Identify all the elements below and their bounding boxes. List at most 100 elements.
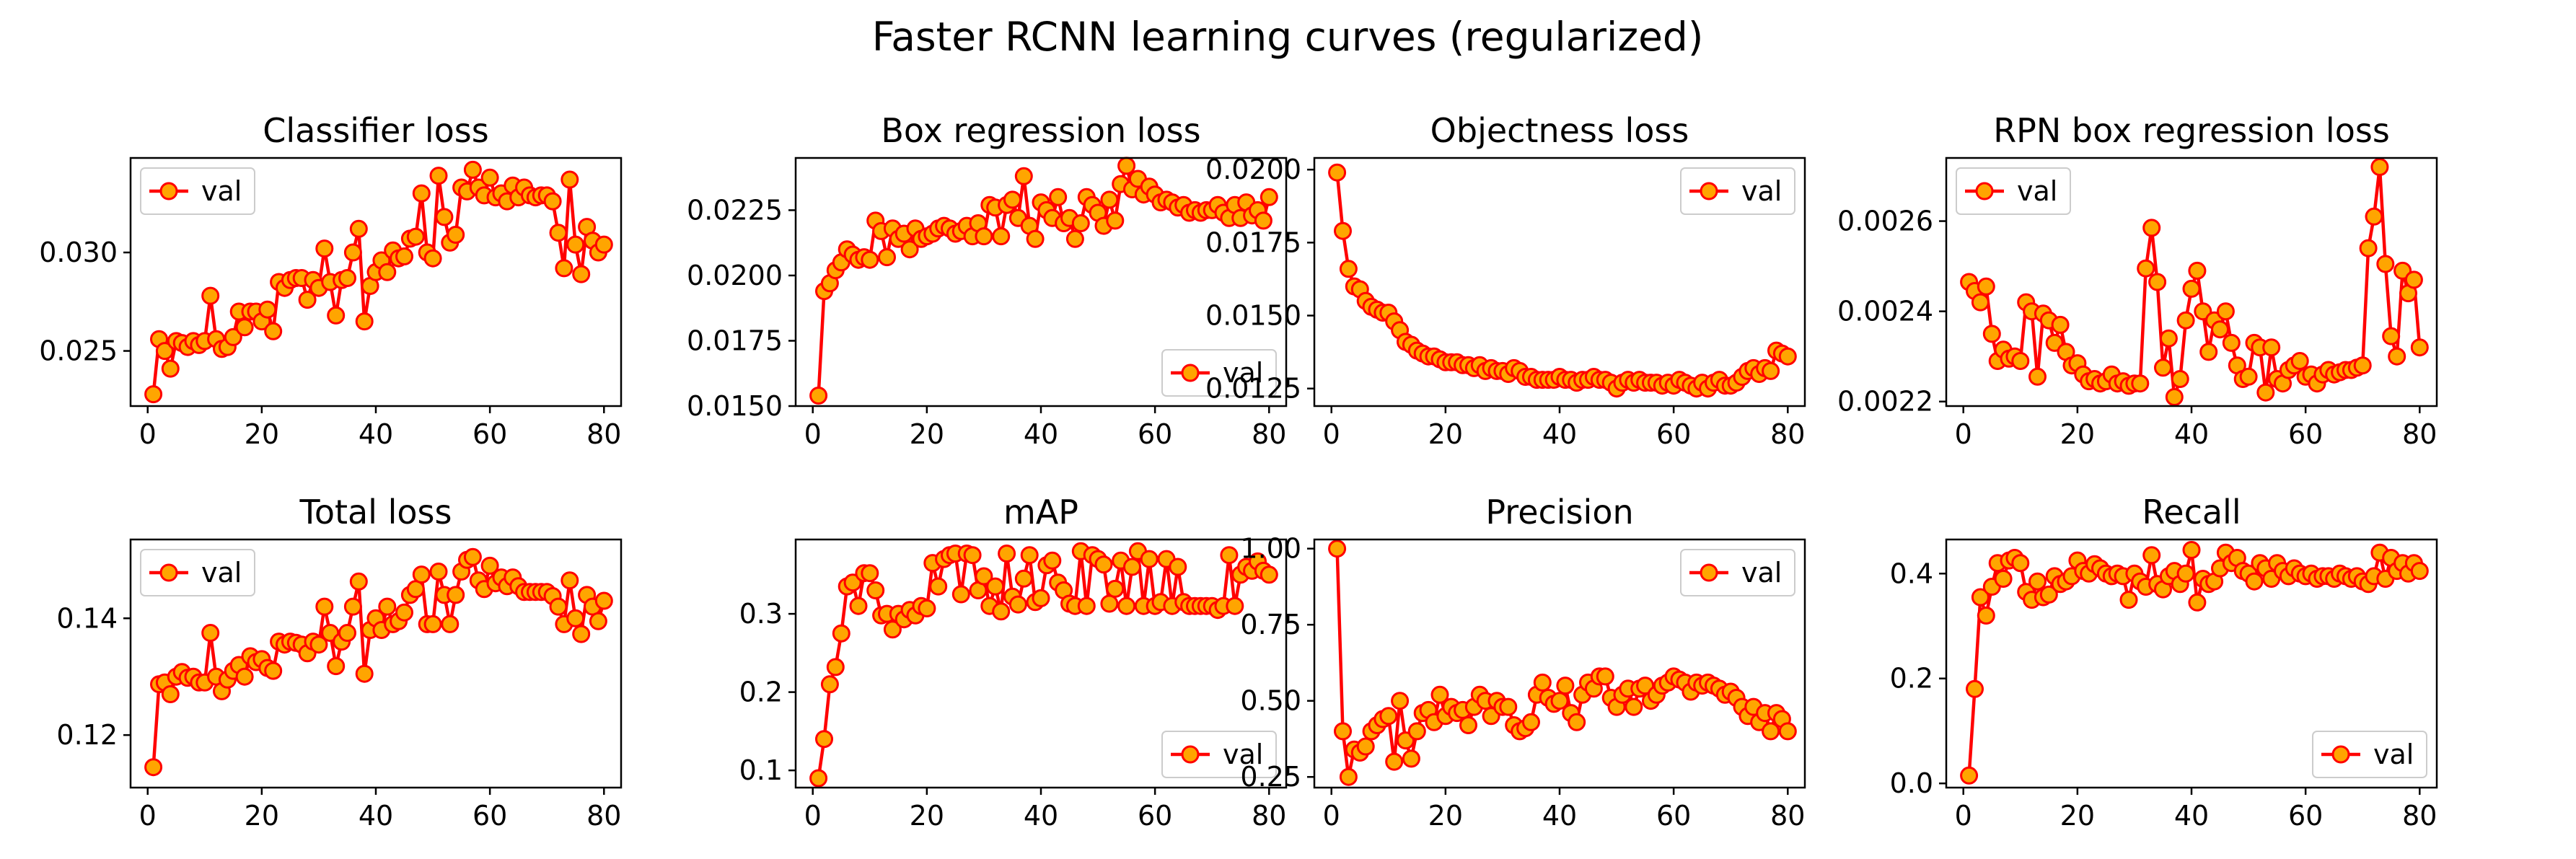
y-tick-label: 0.030: [39, 237, 118, 268]
panel-title: Objectness loss: [1430, 111, 1689, 150]
data-point: [235, 318, 254, 337]
chart-panel: Box regression loss 0 20 40 60 80 0.0150 0.0175…: [687, 111, 1288, 450]
y-tick-label: 1.00: [1240, 533, 1301, 565]
data-point: [2148, 273, 2167, 291]
data-point: [2171, 370, 2189, 388]
data-point: [235, 667, 254, 686]
legend: val: [1956, 167, 2071, 215]
chart-panel: mAP 0 20 40 60 80 0.1 0.2 0.3 val: [739, 493, 1288, 832]
legend-marker-swatch: [1181, 364, 1200, 382]
data-point: [849, 596, 868, 615]
y-tick-label: 0.12: [56, 719, 118, 751]
panel-title: Total loss: [299, 493, 452, 532]
data-point: [315, 239, 334, 258]
data-point: [2410, 562, 2429, 581]
x-tick-label: 0: [1323, 418, 1340, 450]
panel-title: Classifier loss: [263, 111, 488, 150]
legend-box: [1680, 167, 1795, 215]
data-point: [2256, 383, 2275, 402]
y-tick-label: 0.0200: [687, 260, 783, 291]
data-point: [975, 227, 993, 246]
data-point: [1094, 555, 1113, 574]
data-point: [861, 250, 879, 269]
data-point: [1459, 716, 1477, 734]
chart-panel: Objectness loss 0 20 40 60 80 0.0125 0.0150 0.01…: [1205, 111, 1806, 450]
data-point: [1106, 211, 1125, 230]
panel-title: Precision: [1485, 493, 1633, 532]
data-point: [406, 227, 425, 246]
data-point: [2365, 207, 2383, 226]
data-point: [883, 620, 902, 639]
x-tick-label: 0: [804, 800, 822, 832]
legend-box: [1680, 549, 1795, 596]
legend-label: val: [201, 175, 242, 207]
data-point: [2211, 320, 2229, 339]
x-tick-label: 20: [910, 418, 944, 450]
data-point: [2262, 338, 2281, 357]
data-point: [1260, 565, 1278, 584]
data-point: [355, 312, 374, 331]
y-tick-label: 0.0024: [1837, 296, 1933, 327]
x-tick-label: 20: [1428, 800, 1463, 832]
y-tick-label: 0.0225: [687, 194, 783, 226]
data-point: [2137, 259, 2155, 278]
y-tick-label: 0.1: [739, 754, 783, 786]
data-point: [338, 269, 356, 287]
legend-label: val: [2017, 175, 2057, 207]
data-point: [412, 184, 431, 203]
panel-title: RPN box regression loss: [1993, 111, 2390, 150]
data-point: [809, 769, 828, 788]
data-point: [561, 170, 579, 189]
legend-box: [140, 549, 255, 596]
data-point: [2239, 367, 2258, 386]
data-point: [992, 602, 1011, 621]
x-tick-label: 60: [472, 800, 507, 832]
data-point: [975, 567, 993, 586]
data-point: [2388, 347, 2406, 366]
data-point: [1391, 692, 1410, 710]
legend-box: [1161, 731, 1277, 778]
x-tick-label: 60: [472, 418, 507, 450]
data-point: [1254, 211, 1272, 230]
data-point: [1003, 190, 1021, 209]
data-point: [155, 342, 174, 361]
x-tick-label: 40: [359, 800, 393, 832]
data-point: [1014, 569, 1033, 588]
data-point: [594, 591, 613, 610]
data-point: [144, 385, 163, 404]
y-tick-label: 0.0175: [687, 325, 783, 356]
data-point: [1339, 260, 1358, 278]
panel-title: mAP: [1003, 493, 1078, 532]
x-tick-label: 20: [245, 418, 279, 450]
data-point: [2353, 356, 2372, 375]
data-point: [866, 581, 885, 599]
data-point: [1020, 546, 1039, 565]
data-point: [435, 208, 454, 226]
x-tick-label: 0: [804, 418, 822, 450]
data-point: [1533, 673, 1552, 692]
x-tick-label: 60: [1656, 800, 1691, 832]
chart-panel: RPN box regression loss 0 20 40 60 80 0.0022 0.…: [1837, 111, 2438, 450]
legend: val: [1680, 549, 1795, 596]
x-tick-label: 20: [2060, 418, 2095, 450]
data-point: [1960, 766, 1979, 785]
legend-marker-swatch: [1700, 182, 1718, 201]
data-point: [2216, 302, 2235, 321]
data-point: [1117, 596, 1136, 615]
data-point: [161, 685, 180, 703]
data-point: [2039, 585, 2058, 604]
data-point: [589, 612, 607, 630]
data-point: [986, 577, 1005, 596]
chart-panel: Precision 0 20 40 60 80 0.25 0.50 0.75 1.00 val: [1240, 493, 1806, 832]
data-point: [820, 675, 839, 694]
data-point: [1100, 190, 1119, 209]
data-point: [447, 586, 465, 604]
data-point: [2290, 352, 2309, 370]
data-point: [201, 286, 220, 305]
data-point: [315, 597, 334, 616]
x-tick-label: 40: [2174, 418, 2209, 450]
data-point: [1071, 214, 1090, 232]
